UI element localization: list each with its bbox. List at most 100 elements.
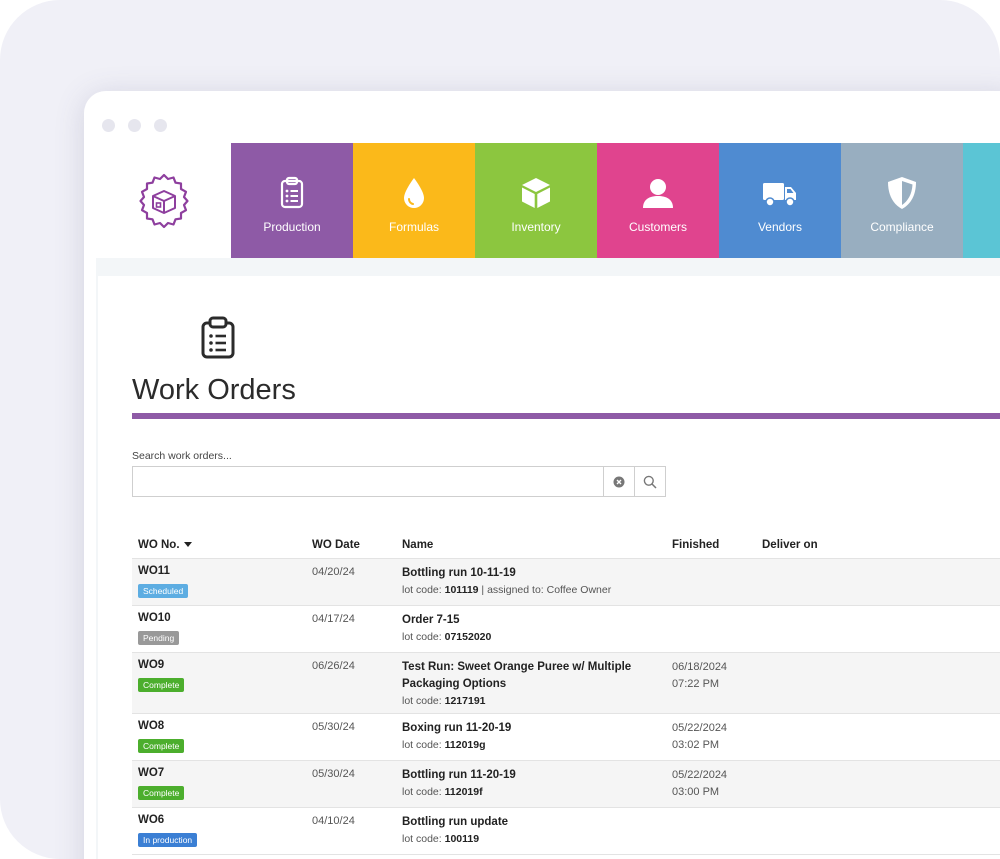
column-header-label: WO No. (138, 538, 180, 551)
deliver-on (762, 565, 882, 599)
window-controls (102, 119, 167, 132)
column-header-wo-no[interactable]: WO No. (132, 539, 312, 551)
box-icon (522, 178, 550, 208)
window-dot-maximize[interactable] (154, 119, 167, 132)
person-icon (643, 179, 673, 208)
status-badge: Scheduled (138, 584, 189, 598)
search-button[interactable] (634, 467, 665, 496)
nav-tile-more[interactable] (963, 143, 1000, 258)
lot-code: lot code: 100119 (402, 833, 672, 845)
drop-icon (404, 178, 424, 208)
work-orders-panel: Work Orders Search work orders... (98, 276, 1000, 859)
status-badge: Complete (138, 739, 185, 753)
table-row[interactable]: WO7 Complete 05/30/24 Bottling run 11-20-… (132, 761, 1000, 808)
nav-tile-formulas[interactable]: Formulas (353, 143, 475, 258)
nav-tile-label: Inventory (511, 220, 561, 234)
lot-value: 100119 (444, 833, 480, 845)
lot-value: 112019f (444, 786, 483, 798)
clipboard-list-icon (201, 316, 235, 359)
sort-desc-icon (183, 541, 192, 547)
wo-date: 06/26/24 (312, 660, 355, 672)
wo-number: WO6 (138, 814, 165, 826)
window-dot-close[interactable] (102, 119, 115, 132)
wo-number: WO9 (138, 659, 165, 671)
clipboard-list-icon (280, 176, 304, 209)
wo-date: 04/20/24 (312, 566, 355, 578)
column-header-name[interactable]: Name (402, 538, 434, 551)
finished-time: 03:02 PM (672, 739, 720, 751)
wo-name: Order 7-15 (402, 614, 460, 626)
nav-tile-label: Compliance (870, 220, 934, 234)
column-header-deliver-on[interactable]: Deliver on (762, 538, 818, 551)
lot-value: 07152020 (444, 631, 492, 643)
window-dot-minimize[interactable] (128, 119, 141, 132)
column-header-wo-date[interactable]: WO Date (312, 539, 360, 551)
lot-label: lot code: (402, 695, 445, 707)
search-icon (643, 475, 657, 489)
status-badge: In production (138, 833, 198, 847)
status-badge: Complete (138, 786, 185, 800)
column-header-finished[interactable]: Finished (672, 538, 720, 551)
page-title: Work Orders (132, 374, 296, 406)
table-row[interactable]: WO11 Scheduled 04/20/24 Bottling run 10-1… (132, 559, 1000, 606)
truck-icon (763, 183, 796, 207)
wo-name: Bottling run 11-20-19 (402, 769, 516, 781)
nav-tile-compliance[interactable]: Compliance (841, 143, 963, 258)
title-divider (132, 413, 1000, 419)
lot-label: lot code: (402, 584, 445, 596)
finished-date: 05/22/2024 (672, 769, 728, 781)
nav-tile-label: Formulas (388, 220, 439, 234)
lot-code: lot code: 101119 | assigned to: Coffee O… (402, 584, 672, 596)
deliver-on (762, 767, 882, 801)
logo[interactable] (96, 143, 231, 258)
search-label: Search work orders... (132, 450, 232, 462)
finished-time: 07:22 PM (672, 678, 720, 690)
deliver-on (762, 814, 882, 848)
deliver-on (762, 612, 882, 646)
nav-tile-label: Production (263, 220, 321, 234)
table-row[interactable]: WO8 Complete 05/30/24 Boxing run 11-20-19… (132, 714, 1000, 761)
nav-tile-inventory[interactable]: Inventory (475, 143, 597, 258)
finished-time: 03:00 PM (672, 786, 720, 798)
table-row[interactable]: WO9 Complete 06/26/24 Test Run: Sweet Ora… (132, 653, 1000, 714)
nav-tile-customers[interactable]: Customers (597, 143, 719, 258)
lot-code: lot code: 1217191 (402, 695, 672, 707)
nav-tile-label: Vendors (757, 220, 803, 234)
wo-name: Bottling run update (402, 816, 509, 828)
table-row[interactable]: WO10 Pending 04/17/24 Order 7-15 lot code:… (132, 606, 1000, 653)
wo-date: 04/10/24 (312, 815, 355, 827)
wo-number: WO8 (138, 720, 165, 732)
status-badge: Complete (138, 678, 185, 692)
finished-date: 05/22/2024 (672, 722, 728, 734)
work-orders-table: WO No. WO Date Name Finished Deliver on … (132, 531, 1000, 855)
assigned-to: | assigned to: Coffee Owner (478, 584, 612, 596)
lot-code: lot code: 112019f (402, 786, 672, 798)
shield-icon (888, 177, 916, 209)
table-header: WO No. WO Date Name Finished Deliver on (132, 531, 1000, 559)
lot-value: 112019g (444, 739, 486, 751)
wo-number: WO10 (138, 612, 171, 624)
lot-code: lot code: 07152020 (402, 631, 672, 643)
app-content: Production Formulas Inventory (96, 143, 1000, 859)
search-input[interactable] (133, 467, 603, 496)
lot-code: lot code: 112019g (402, 739, 672, 751)
search-bar (132, 466, 666, 497)
clear-search-button[interactable] (603, 467, 634, 496)
lot-value: 1217191 (444, 695, 486, 707)
lot-value: 101119 (444, 584, 479, 596)
wo-name: Bottling run 10-11-19 (402, 567, 516, 579)
status-badge: Pending (138, 631, 180, 645)
lot-label: lot code: (402, 786, 445, 798)
nav-tile-vendors[interactable]: Vendors (719, 143, 841, 258)
wo-date: 04/17/24 (312, 613, 355, 625)
wo-date: 05/30/24 (312, 768, 355, 780)
wo-name: Boxing run 11-20-19 (402, 722, 512, 734)
wo-date: 05/30/24 (312, 721, 355, 733)
wo-number: WO11 (138, 565, 170, 577)
deliver-on (762, 720, 882, 754)
nav-tile-production[interactable]: Production (231, 143, 353, 258)
browser-window: Production Formulas Inventory (84, 91, 1000, 859)
table-row[interactable]: WO6 In production 04/10/24 Bottling run u… (132, 808, 1000, 855)
wo-number: WO7 (138, 767, 165, 779)
lot-label: lot code: (402, 739, 445, 751)
